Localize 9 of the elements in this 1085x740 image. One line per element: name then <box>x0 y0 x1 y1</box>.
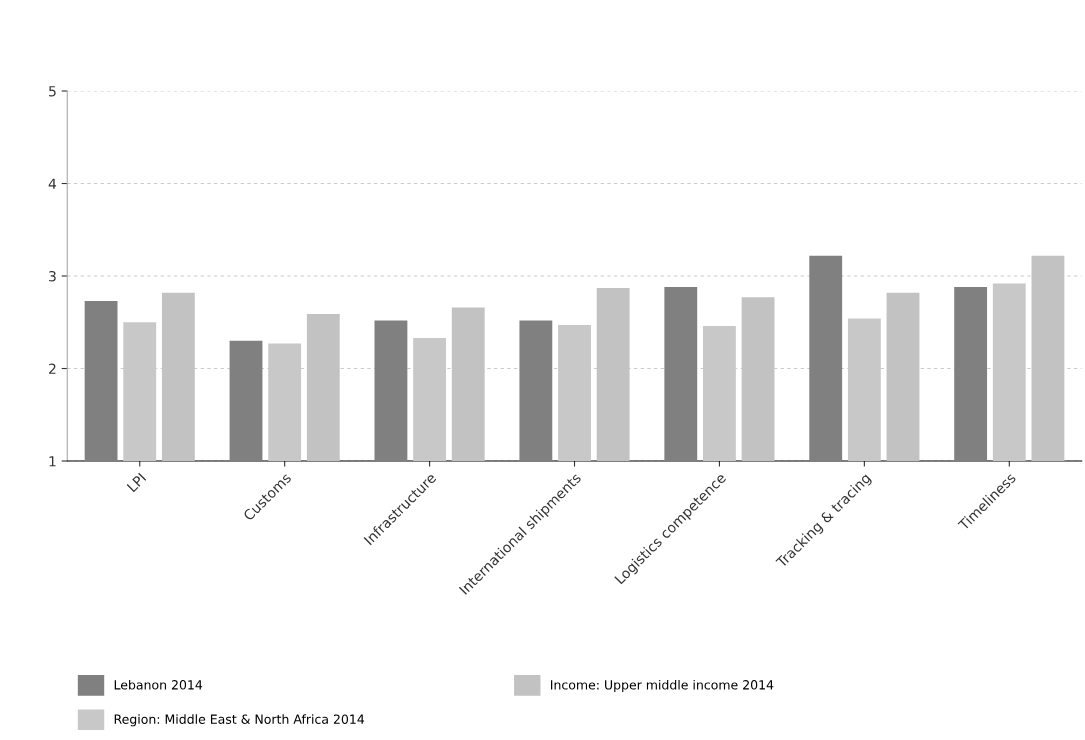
y-tick-label: 2 <box>49 363 56 374</box>
legend-label: Region: Middle East & North Africa 2014 <box>114 714 365 727</box>
y-tick-label: 1 <box>49 456 56 467</box>
x-tick-label: LPI <box>126 472 147 493</box>
legend-label: Income: Upper middle income 2014 <box>551 679 774 692</box>
y-tick-label: 5 <box>49 86 56 97</box>
legend-label: Lebanon 2014 <box>114 679 203 690</box>
y-tick-label: 3 <box>49 270 56 282</box>
y-tick-label: 4 <box>48 178 57 189</box>
